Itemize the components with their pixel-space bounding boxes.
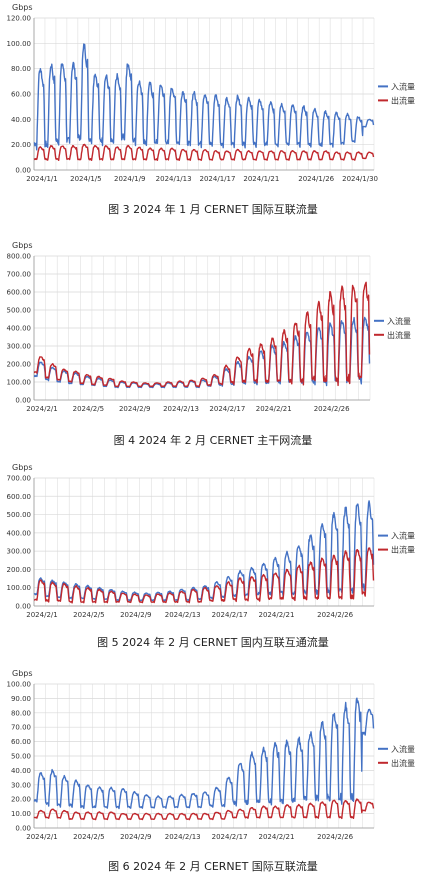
- series-line-inbound: [33, 43, 375, 151]
- legend-label: 入流量: [391, 744, 415, 754]
- figure-panel-1: Gbps 0.00 20.00 40.00 60.00 80.00 100.00 120.00…: [0, 0, 426, 218]
- y-tick-label: 500.00: [7, 307, 32, 315]
- x-tick-label: 2024/2/26: [317, 611, 353, 619]
- x-tick-label: 2024/1/9: [114, 175, 145, 183]
- x-tick-label: 2024/1/1: [26, 175, 57, 183]
- y-tick-label: 0.00: [15, 825, 31, 833]
- y-tick-label: 400.00: [7, 529, 32, 537]
- x-tick-label: 2024/2/26: [317, 833, 353, 841]
- y-axis-label: Gbps: [12, 669, 33, 678]
- figure-caption-1: 图 3 2024 年 1 月 CERNET 国际互联流量: [108, 203, 318, 216]
- y-tick-label: 100.00: [7, 681, 32, 689]
- legend-label: 入流量: [391, 531, 415, 541]
- series-line-inbound: [33, 500, 375, 602]
- x-tick-label: 2024/2/21: [259, 833, 295, 841]
- y-tick-label: 40.00: [11, 116, 31, 124]
- x-tick-label: 2024/2/21: [256, 405, 292, 413]
- figure-panel-2: Gbps 0.00 100.00 200.00 300.00 400.00 500.00 60…: [0, 226, 426, 450]
- y-axis-label: Gbps: [12, 241, 33, 250]
- x-tick-label: 2024/2/1: [26, 611, 57, 619]
- y-tick-label: 80.00: [11, 65, 31, 73]
- line-chart-1: Gbps 0.00 20.00 40.00 60.00 80.00 100.00 120.00…: [7, 3, 416, 183]
- y-tick-label: 120.00: [7, 15, 32, 23]
- x-tick-label: 2024/2/9: [119, 405, 150, 413]
- x-tick-label: 2024/2/1: [26, 405, 57, 413]
- legend-label: 出流量: [391, 545, 415, 555]
- y-tick-label: 200.00: [7, 566, 32, 574]
- figure-caption-3: 图 5 2024 年 2 月 CERNET 国内互联互通流量: [97, 636, 329, 649]
- y-tick-label: 70.00: [11, 724, 31, 732]
- x-tick-label: 2024/1/30: [342, 175, 378, 183]
- x-tick-label: 2024/2/13: [163, 405, 199, 413]
- legend-label: 出流量: [391, 95, 415, 105]
- series-line-inbound: [33, 697, 375, 810]
- x-tick-label: 2024/2/26: [314, 405, 350, 413]
- y-tick-label: 400.00: [7, 325, 32, 333]
- x-tick-label: 2024/1/26: [298, 175, 334, 183]
- figure-caption-4: 图 6 2024 年 2 月 CERNET 国际互联流量: [108, 860, 318, 873]
- y-tick-label: 40.00: [11, 767, 31, 775]
- x-tick-label: 2024/2/17: [212, 833, 248, 841]
- legend-label: 入流量: [391, 81, 415, 91]
- line-chart-2: Gbps 0.00 100.00 200.00 300.00 400.00 500.00 60…: [7, 241, 412, 413]
- x-tick-label: 2024/2/13: [165, 611, 201, 619]
- line-chart-4: Gbps 0.00 10.00 20.00 30.00 40.00 50.00 60.00 70…: [7, 669, 416, 841]
- x-tick-label: 2024/2/17: [212, 611, 248, 619]
- figure-panel-4: Gbps 0.00 10.00 20.00 30.00 40.00 50.00 60.00 70…: [0, 658, 426, 876]
- y-tick-label: 200.00: [7, 361, 32, 369]
- x-tick-label: 2024/1/17: [200, 175, 236, 183]
- y-tick-label: 100.00: [7, 40, 32, 48]
- y-tick-label: 0.00: [15, 397, 31, 405]
- y-axis-label: Gbps: [12, 3, 33, 12]
- series-line-outbound: [33, 547, 375, 604]
- x-tick-label: 2024/2/5: [73, 833, 104, 841]
- legend-label: 入流量: [387, 316, 411, 326]
- x-tick-label: 2024/2/13: [165, 833, 201, 841]
- x-tick-label: 2024/2/21: [259, 611, 295, 619]
- x-tick-label: 2024/2/5: [73, 611, 104, 619]
- y-tick-label: 0.00: [15, 603, 31, 611]
- legend-label: 出流量: [391, 758, 415, 768]
- legend-label: 出流量: [387, 330, 411, 340]
- y-tick-label: 500.00: [7, 511, 32, 519]
- x-tick-label: 2024/1/13: [156, 175, 192, 183]
- x-tick-label: 2024/1/5: [70, 175, 101, 183]
- x-tick-label: 2024/2/9: [120, 611, 151, 619]
- y-tick-label: 0.00: [15, 167, 31, 175]
- x-tick-label: 2024/2/5: [73, 405, 104, 413]
- y-tick-label: 90.00: [11, 695, 31, 703]
- y-tick-label: 10.00: [11, 810, 31, 818]
- line-chart-3: Gbps 0.00 100.00 200.00 300.00 400.00 500.00 60…: [7, 463, 416, 619]
- y-tick-label: 300.00: [7, 343, 32, 351]
- y-tick-label: 600.00: [7, 493, 32, 501]
- y-tick-label: 30.00: [11, 781, 31, 789]
- y-tick-label: 800.00: [7, 253, 32, 261]
- series-line-outbound: [33, 281, 371, 388]
- y-axis-label: Gbps: [12, 463, 33, 472]
- y-tick-label: 700.00: [7, 475, 32, 483]
- y-tick-label: 50.00: [11, 753, 31, 761]
- x-tick-label: 2024/2/17: [209, 405, 245, 413]
- x-tick-label: 2024/2/9: [120, 833, 151, 841]
- y-tick-label: 100.00: [7, 584, 32, 592]
- y-tick-label: 80.00: [11, 709, 31, 717]
- figure-caption-2: 图 4 2024 年 2 月 CERNET 主干网流量: [113, 434, 313, 447]
- y-tick-label: 700.00: [7, 271, 32, 279]
- y-tick-label: 20.00: [11, 141, 31, 149]
- figure-panel-3: Gbps 0.00 100.00 200.00 300.00 400.00 500.00 60…: [0, 454, 426, 654]
- series-line-outbound: [33, 798, 375, 821]
- x-tick-label: 2024/1/21: [243, 175, 279, 183]
- x-tick-label: 2024/2/1: [26, 833, 57, 841]
- series-line-inbound: [33, 316, 371, 389]
- y-tick-label: 100.00: [7, 379, 32, 387]
- series-line-outbound: [33, 143, 375, 161]
- y-tick-label: 20.00: [11, 796, 31, 804]
- y-tick-label: 60.00: [11, 91, 31, 99]
- y-tick-label: 600.00: [7, 289, 32, 297]
- y-tick-label: 300.00: [7, 548, 32, 556]
- y-tick-label: 60.00: [11, 738, 31, 746]
